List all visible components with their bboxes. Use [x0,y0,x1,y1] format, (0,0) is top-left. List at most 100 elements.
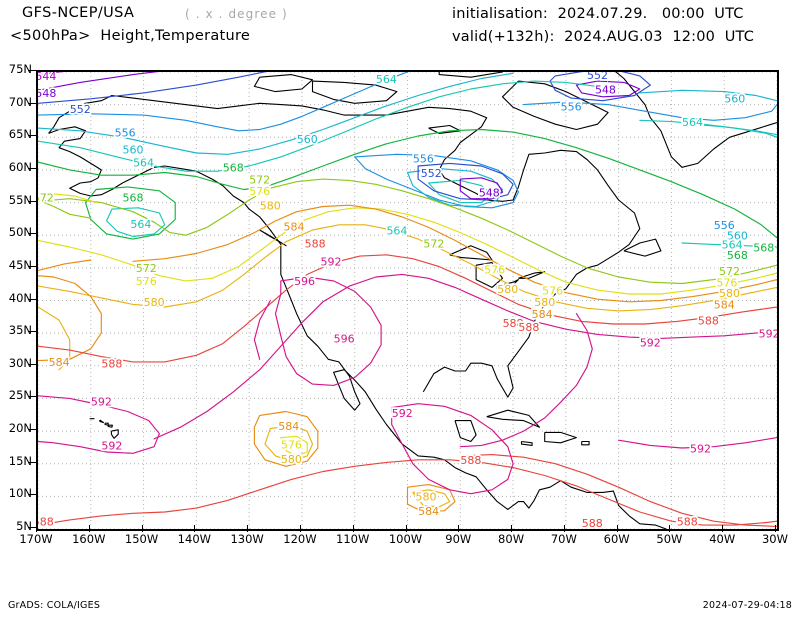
y-axis-tick [28,167,36,169]
svg-text:580: 580 [281,453,302,466]
svg-text:592: 592 [640,337,661,350]
contour-592 [618,437,777,449]
contour-label: 572 [423,237,444,250]
x-axis-tick [299,525,301,532]
contour-548 [38,72,159,91]
y-axis-tick-label: 5N [16,519,32,533]
svg-text:572: 572 [38,192,54,205]
svg-text:556: 556 [413,152,434,165]
y-axis-tick-label: 15N [8,453,32,468]
contour-label: 592 [101,440,122,453]
contour-580 [38,224,777,312]
svg-text:588: 588 [305,237,326,250]
contour-label: 552 [70,103,91,116]
contour-588 [459,454,777,527]
contour-label: 584 [418,505,439,518]
contour-label: 592 [759,327,777,340]
contour-label: 580 [534,296,555,309]
x-axis-tick [36,525,37,532]
contour-label: 580 [497,283,518,296]
x-axis-tick [352,525,354,532]
initialisation-time-label: initialisation: 2024.07.29. 00:00 UTC [452,6,744,22]
contour-584 [253,410,319,467]
x-axis-tick [669,525,671,532]
contour-label: 560 [724,92,745,105]
contour-label: 584 [532,308,553,321]
svg-text:568: 568 [123,192,144,205]
contour-596 [253,299,271,360]
x-axis-tick-label: 120W [283,532,317,546]
contour-map: 5445445485485525525565565605605645645685… [38,72,777,529]
svg-text:580: 580 [415,491,436,504]
render-timestamp-label: 2024-07-29-04:18 [702,600,792,611]
contour-564 [639,119,777,138]
contour-572 [38,199,92,219]
coastlines [48,72,777,529]
svg-text:588: 588 [698,314,719,327]
contour-560 [639,89,777,102]
contour-564 [38,80,599,172]
contour-label: 564 [722,239,743,252]
svg-text:564: 564 [376,73,397,86]
x-axis-tick-label: 100W [388,532,423,546]
contour-labels: 5445445485485525525565565605605645645685… [38,72,777,529]
contour-label: 564 [682,116,703,129]
y-axis-tick-label: 35N [8,323,32,338]
x-axis-tick-label: 130W [230,532,264,546]
svg-text:584: 584 [532,308,553,321]
y-axis-tick-label: 50N [8,225,32,240]
svg-text:584: 584 [49,356,70,369]
x-axis-tick [405,525,407,532]
contour-label: 544 [38,72,56,83]
grads-credit-label: GrADS: COLA/IGES [8,600,101,611]
svg-text:556: 556 [714,219,735,232]
x-axis-tick-label: 110W [336,532,370,546]
contour-lines [38,72,777,527]
x-axis-tick [511,525,513,532]
x-axis-tick [722,525,724,532]
contour-label: 564 [133,156,154,169]
y-axis-tick-label: 75N [8,62,32,76]
contour-label: 592 [320,256,341,269]
contour-label: 568 [123,192,144,205]
contour-568 [38,128,777,239]
svg-text:592: 592 [690,442,711,455]
contour-596 [274,276,382,386]
contour-label: 552 [587,72,608,82]
svg-text:560: 560 [727,230,748,243]
contour-584 [132,204,777,303]
x-axis-tick-label: 30W [761,532,789,546]
contour-552 [417,162,514,201]
contour-label: 548 [595,83,616,96]
svg-text:580: 580 [144,296,165,309]
svg-text:576: 576 [281,438,302,451]
contour-label: 556 [714,219,735,232]
contour-label: 592 [690,442,711,455]
x-axis-tick [88,525,90,532]
contour-label: 584 [49,356,70,369]
contour-560 [406,168,504,208]
contour-544 [38,72,64,76]
x-axis-tick [247,525,249,532]
contour-556 [523,101,777,121]
y-axis-tick [28,494,36,496]
svg-text:560: 560 [297,133,318,146]
y-axis-tick [28,265,36,267]
x-axis-tick-label: 70W [550,532,577,546]
contour-label: 568 [223,162,244,175]
model-name-label: GFS-NCEP/USA [22,5,135,21]
y-axis-tick [28,298,36,300]
contour-548 [459,177,504,200]
y-axis-tick-label: 25N [8,388,32,403]
grid-lines [38,72,777,529]
contour-label: 576 [716,277,737,290]
x-axis-tick-label: 80W [498,532,525,546]
x-axis-tick [141,525,143,532]
contour-576 [38,207,777,295]
svg-text:564: 564 [386,224,407,237]
y-axis-tick-label: 60N [8,159,32,174]
contour-label: 556 [413,152,434,165]
plot-frame: 5445445485485525525565565605605645645685… [36,70,779,531]
svg-text:580: 580 [719,287,740,300]
y-axis-tick-label: 55N [8,192,32,207]
